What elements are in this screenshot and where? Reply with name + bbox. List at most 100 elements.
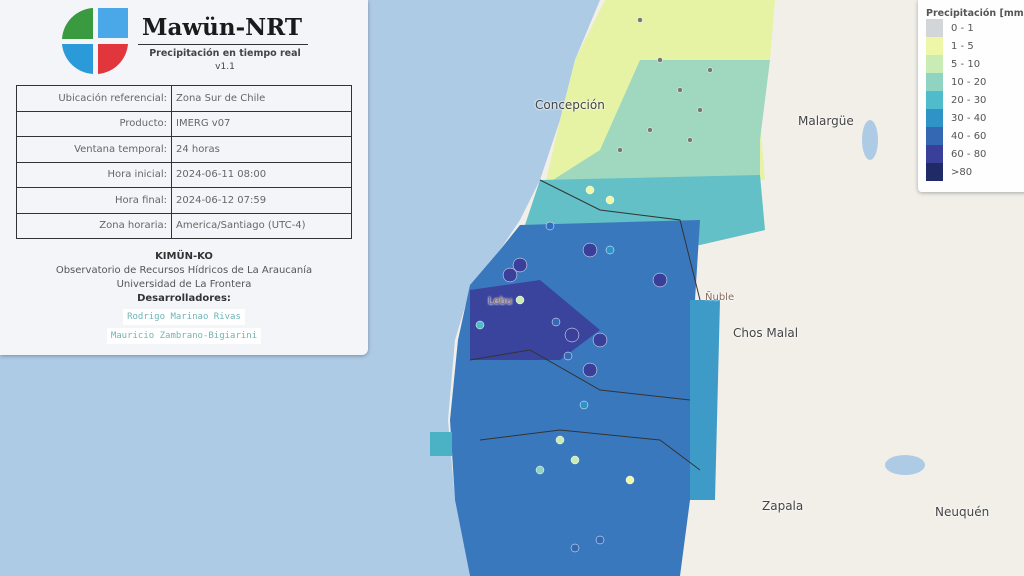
legend-swatch bbox=[926, 19, 943, 37]
table-row: Zona horaria: America/Santiago (UTC-4) bbox=[16, 212, 352, 239]
legend-label: 60 - 80 bbox=[951, 148, 987, 160]
station-marker[interactable] bbox=[592, 332, 608, 348]
table-row: Ventana temporal: 24 horas bbox=[16, 136, 352, 163]
row-value: 2024-06-12 07:59 bbox=[171, 187, 352, 214]
legend-label: 10 - 20 bbox=[951, 76, 987, 88]
station-marker[interactable] bbox=[707, 67, 713, 73]
row-value: Zona Sur de Chile bbox=[171, 85, 352, 112]
station-marker[interactable] bbox=[617, 147, 623, 153]
legend-label: 5 - 10 bbox=[951, 58, 981, 70]
station-marker[interactable] bbox=[585, 185, 595, 195]
station-marker[interactable] bbox=[570, 543, 580, 553]
row-key: Hora inicial: bbox=[16, 161, 172, 188]
region-border bbox=[469, 179, 701, 471]
legend-item: 60 - 80 bbox=[926, 145, 1024, 163]
legend-swatch bbox=[926, 73, 943, 91]
station-marker[interactable] bbox=[502, 267, 518, 283]
legend-item: 30 - 40 bbox=[926, 109, 1024, 127]
org-line: Universidad de La Frontera bbox=[116, 279, 252, 290]
lake bbox=[885, 455, 925, 475]
app-version: v1.1 bbox=[215, 62, 235, 72]
legend-label: 40 - 60 bbox=[951, 130, 987, 142]
region-label: Ñuble bbox=[705, 292, 735, 303]
station-marker[interactable] bbox=[515, 295, 525, 305]
legend-item: 20 - 30 bbox=[926, 91, 1024, 109]
info-table: Ubicación referencial: Zona Sur de Chile … bbox=[16, 85, 352, 239]
row-key: Producto: bbox=[16, 110, 172, 137]
legend-item: 10 - 20 bbox=[926, 73, 1024, 91]
station-marker[interactable] bbox=[475, 320, 485, 330]
row-key: Ventana temporal: bbox=[16, 136, 172, 163]
developer-link[interactable]: Rodrigo Marinao Rivas bbox=[123, 309, 245, 325]
app-subtitle: Precipitación en tiempo real bbox=[149, 48, 301, 59]
mawun-logo bbox=[62, 8, 128, 74]
place-label: Chos Malal bbox=[733, 326, 799, 340]
station-marker[interactable] bbox=[582, 362, 598, 378]
row-value: 24 horas bbox=[171, 136, 352, 163]
place-label: Malargüe bbox=[798, 114, 854, 128]
legend-label: 1 - 5 bbox=[951, 40, 974, 52]
legend-label: 30 - 40 bbox=[951, 112, 987, 124]
legend-swatch bbox=[926, 109, 943, 127]
station-marker[interactable] bbox=[647, 127, 653, 133]
precip-east bbox=[690, 300, 720, 500]
developer-link[interactable]: Mauricio Zambrano-Bigiarini bbox=[106, 328, 262, 344]
station-marker[interactable] bbox=[512, 257, 528, 273]
station-marker[interactable] bbox=[687, 137, 693, 143]
org-line: Observatorio de Recursos Hídricos de La … bbox=[55, 265, 313, 276]
table-row: Producto: IMERG v07 bbox=[16, 110, 352, 137]
legend-swatch bbox=[926, 127, 943, 145]
legend-item: 1 - 5 bbox=[926, 37, 1024, 55]
dev-heading: Desarrolladores: bbox=[137, 293, 231, 304]
station-marker[interactable] bbox=[677, 87, 683, 93]
legend-item: 40 - 60 bbox=[926, 127, 1024, 145]
legend-item: 5 - 10 bbox=[926, 55, 1024, 73]
station-marker[interactable] bbox=[545, 221, 555, 231]
legend-swatch bbox=[926, 163, 943, 181]
legend-label: >80 bbox=[951, 166, 973, 178]
island bbox=[430, 432, 452, 456]
org-block: KIMÜN-KO Observatorio de Recursos Hídric… bbox=[0, 250, 368, 344]
title-rule bbox=[138, 44, 308, 45]
station-marker[interactable] bbox=[605, 195, 615, 205]
legend-title: Precipitación [mm] bbox=[926, 8, 1024, 19]
station-marker[interactable] bbox=[652, 272, 668, 288]
place-label: Lebu bbox=[488, 296, 513, 307]
legend-item: 0 - 1 bbox=[926, 19, 1024, 37]
app-title: Mawün-NRT bbox=[142, 14, 303, 41]
station-marker[interactable] bbox=[579, 400, 589, 410]
legend-swatch bbox=[926, 145, 943, 163]
station-marker[interactable] bbox=[551, 317, 561, 327]
org-name: KIMÜN-KO bbox=[155, 251, 213, 262]
legend-swatch bbox=[926, 91, 943, 109]
lake bbox=[862, 120, 878, 160]
station-marker[interactable] bbox=[564, 327, 580, 343]
station-marker[interactable] bbox=[555, 435, 565, 445]
station-marker[interactable] bbox=[625, 475, 635, 485]
station-marker[interactable] bbox=[637, 17, 643, 23]
row-value: IMERG v07 bbox=[171, 110, 352, 137]
station-marker[interactable] bbox=[582, 242, 598, 258]
station-marker[interactable] bbox=[657, 57, 663, 63]
legend-swatch bbox=[926, 37, 943, 55]
place-label: Concepción bbox=[535, 98, 605, 112]
station-marker[interactable] bbox=[535, 465, 545, 475]
place-label: Zapala bbox=[762, 499, 804, 513]
row-value: 2024-06-11 08:00 bbox=[171, 161, 352, 188]
row-key: Hora final: bbox=[16, 187, 172, 214]
legend-swatch bbox=[926, 55, 943, 73]
row-key: Zona horaria: bbox=[16, 212, 172, 239]
row-key: Ubicación referencial: bbox=[16, 85, 172, 112]
legend-label: 0 - 1 bbox=[951, 22, 974, 34]
legend: Precipitación [mm] 0 - 1 1 - 5 5 - 10 10 - … bbox=[918, 0, 1024, 192]
station-marker[interactable] bbox=[605, 245, 615, 255]
place-label: Neuquén bbox=[935, 505, 990, 519]
station-marker[interactable] bbox=[697, 107, 703, 113]
row-value: America/Santiago (UTC-4) bbox=[171, 212, 352, 239]
station-marker[interactable] bbox=[563, 351, 573, 361]
legend-item: >80 bbox=[926, 163, 1024, 181]
station-marker[interactable] bbox=[595, 535, 605, 545]
station-marker[interactable] bbox=[570, 455, 580, 465]
info-panel: Mawün-NRT Precipitación en tiempo real v… bbox=[0, 0, 368, 355]
